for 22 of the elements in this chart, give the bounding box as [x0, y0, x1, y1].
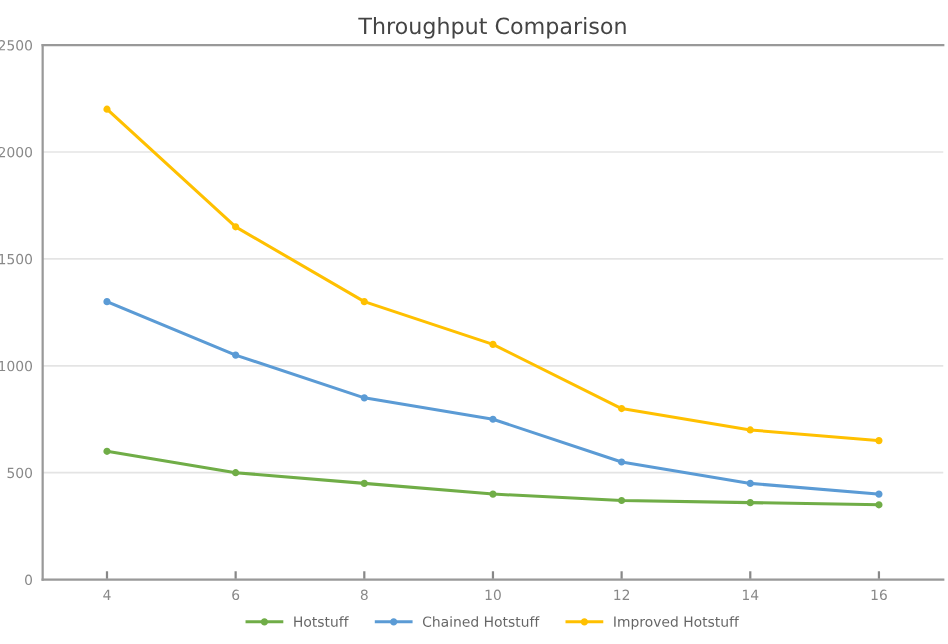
point	[103, 298, 111, 306]
point	[103, 447, 111, 455]
point	[232, 351, 240, 359]
point	[232, 223, 240, 231]
point	[360, 479, 368, 487]
point	[746, 499, 754, 507]
point	[618, 404, 626, 413]
point	[875, 437, 883, 445]
point	[618, 458, 626, 466]
point	[360, 298, 368, 306]
point	[103, 105, 111, 113]
point	[232, 469, 240, 477]
point	[875, 501, 883, 509]
point	[746, 479, 754, 487]
point	[875, 490, 883, 498]
point	[489, 415, 497, 423]
point	[489, 490, 497, 498]
point	[360, 394, 368, 402]
point	[489, 340, 497, 349]
point	[618, 496, 626, 505]
point	[746, 426, 754, 434]
chart-title: Throughput Comparison	[358, 17, 626, 39]
